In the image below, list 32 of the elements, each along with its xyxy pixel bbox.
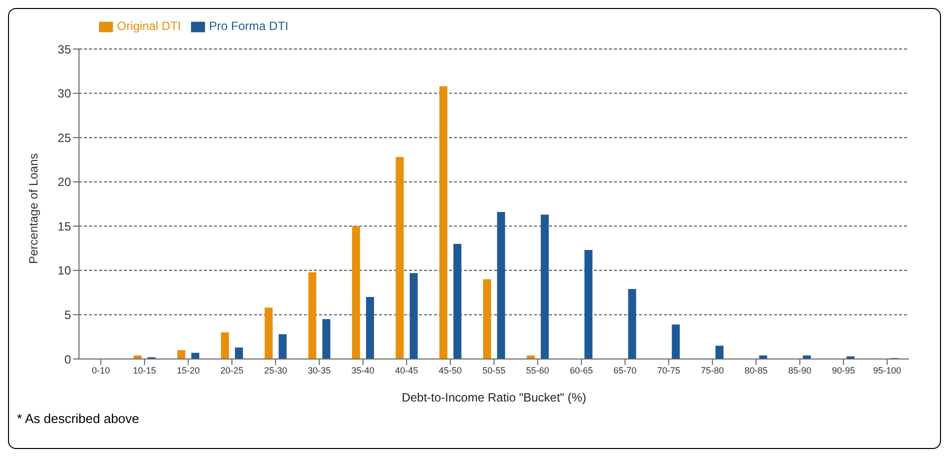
x-tick-label: 55-60: [526, 365, 550, 376]
x-tick-label: 75-80: [700, 365, 724, 376]
x-axis-title: Debt-to-Income Ratio "Bucket" (%): [402, 390, 586, 405]
legend-label: Original DTI: [117, 19, 182, 33]
y-tick-label: 35: [58, 42, 72, 56]
x-tick-label: 60-65: [570, 365, 593, 376]
x-tick-label: 15-20: [176, 365, 200, 376]
text: * As described above: [17, 411, 140, 426]
x-tick-label: 35-40: [351, 365, 374, 376]
y-tick-label: 0: [64, 352, 72, 366]
x-tick-label: 70-75: [657, 365, 680, 376]
x-tick-label: 85-90: [788, 365, 812, 376]
y-tick-label: 20: [58, 175, 72, 190]
y-tick-label: 15: [58, 219, 72, 234]
x-tick-label: 0-10: [92, 365, 110, 376]
x-tick-label: 95-100: [873, 365, 902, 376]
y-axis-title: Percentage of Loans: [26, 153, 40, 264]
x-tick-label: 25-30: [264, 365, 288, 376]
x-tick-label: 50-55: [482, 365, 506, 376]
x-tick-label: 65-70: [614, 365, 637, 376]
x-tick-label: 90-95: [832, 365, 855, 376]
x-tick-label: 45-50: [438, 365, 462, 376]
x-tick-label: 10-15: [133, 365, 156, 376]
x-tick-label: 30-35: [308, 365, 331, 376]
x-tick-label: 80-85: [744, 365, 768, 376]
x-tick-label: 20-25: [220, 365, 244, 376]
y-tick-label: 30: [58, 86, 72, 101]
y-tick-label: 25: [58, 130, 72, 145]
y-tick-label: 10: [58, 264, 72, 278]
y-tick-label: 5: [64, 308, 72, 322]
x-tick-label: 40-45: [395, 365, 418, 376]
legend-label: Pro Forma DTI: [209, 19, 288, 33]
